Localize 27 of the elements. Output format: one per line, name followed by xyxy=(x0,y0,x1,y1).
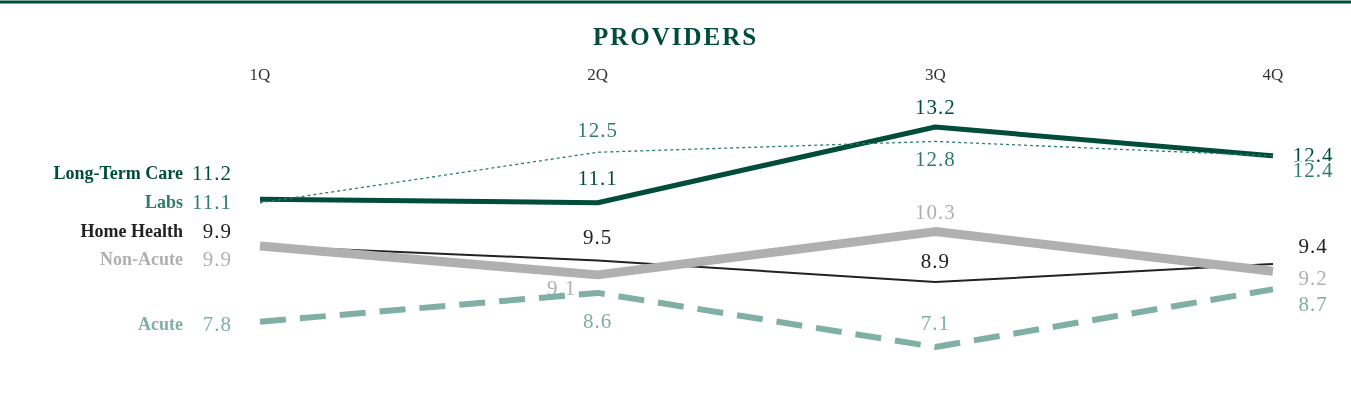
data-label: 9.4 xyxy=(1298,234,1328,259)
data-label: 8.7 xyxy=(1298,292,1328,317)
data-label: 13.2 xyxy=(914,95,956,119)
data-label: 11.1 xyxy=(192,189,232,214)
x-tick-label: 2Q xyxy=(587,65,609,84)
data-label: 7.8 xyxy=(202,311,232,336)
data-label: 12.8 xyxy=(914,147,956,172)
data-label: 8.6 xyxy=(583,308,613,333)
data-label: 11.2 xyxy=(192,161,232,186)
data-label: 9.5 xyxy=(583,225,613,250)
text: Home Health xyxy=(80,221,183,242)
data-label: 9.9 xyxy=(202,247,232,272)
data-label: 10.3 xyxy=(914,199,956,224)
text: Acute xyxy=(138,313,184,334)
text: Long-Term Care xyxy=(53,163,183,184)
x-tick-label: 1Q xyxy=(249,65,271,84)
text: Non-Acute xyxy=(100,249,183,270)
data-label: 9.9 xyxy=(202,219,232,244)
data-label: 9.2 xyxy=(1298,266,1328,291)
data-label: 8.9 xyxy=(920,249,950,274)
x-tick-label: 3Q xyxy=(924,65,946,84)
data-label: 11.1 xyxy=(577,165,618,190)
data-label: 7.1 xyxy=(920,311,950,335)
chart-title: PROVIDERS xyxy=(592,23,759,50)
text: Labs xyxy=(144,191,183,212)
x-tick-label: 4Q xyxy=(1262,65,1284,84)
data-label: 12.5 xyxy=(577,118,619,143)
